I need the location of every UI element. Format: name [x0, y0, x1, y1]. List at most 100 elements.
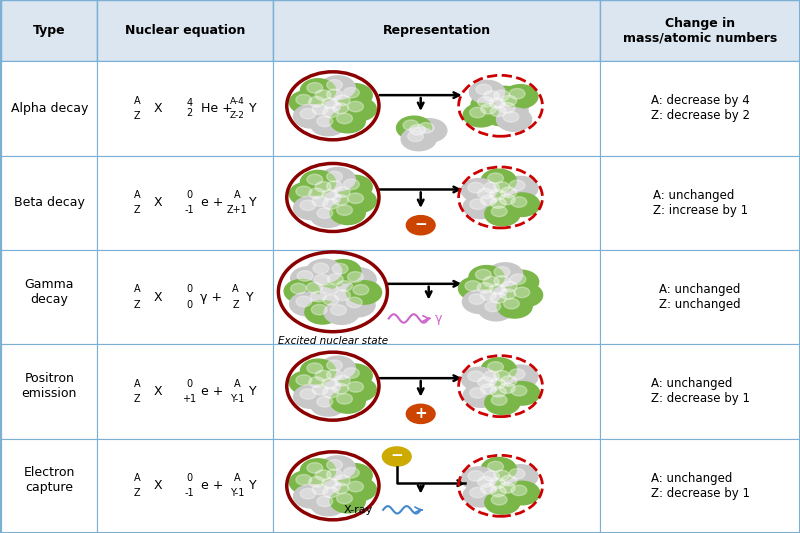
- Circle shape: [462, 467, 497, 490]
- Circle shape: [491, 495, 507, 505]
- Bar: [2, 250, 98, 344]
- Circle shape: [490, 486, 506, 497]
- Circle shape: [322, 378, 338, 389]
- Circle shape: [315, 182, 331, 192]
- Circle shape: [300, 200, 316, 211]
- Circle shape: [306, 100, 341, 124]
- Circle shape: [315, 94, 350, 118]
- Circle shape: [305, 301, 340, 324]
- Circle shape: [471, 473, 506, 496]
- Text: 0: 0: [186, 473, 192, 483]
- Circle shape: [483, 186, 518, 209]
- Circle shape: [462, 179, 497, 202]
- Text: Excited nuclear state: Excited nuclear state: [278, 336, 388, 345]
- Text: -1: -1: [184, 205, 194, 215]
- Bar: [98, 250, 273, 344]
- Circle shape: [462, 367, 497, 391]
- Circle shape: [478, 377, 494, 387]
- Circle shape: [510, 274, 526, 285]
- Text: Nuclear equation: Nuclear equation: [125, 24, 246, 37]
- Circle shape: [478, 96, 494, 107]
- Circle shape: [481, 483, 497, 494]
- Circle shape: [333, 483, 349, 494]
- Circle shape: [475, 269, 491, 280]
- Circle shape: [334, 95, 350, 106]
- Circle shape: [342, 478, 376, 501]
- Circle shape: [481, 169, 516, 192]
- Bar: [98, 156, 273, 250]
- Circle shape: [487, 367, 522, 390]
- Circle shape: [481, 384, 497, 394]
- Text: -1: -1: [184, 488, 194, 498]
- Circle shape: [481, 195, 497, 206]
- Circle shape: [296, 375, 312, 385]
- Text: Z: Z: [134, 394, 141, 404]
- Circle shape: [320, 76, 355, 99]
- Circle shape: [510, 469, 525, 479]
- Circle shape: [302, 373, 338, 397]
- Circle shape: [300, 389, 316, 399]
- Circle shape: [501, 376, 517, 386]
- Text: Y-1: Y-1: [230, 394, 244, 404]
- Text: Gamma
decay: Gamma decay: [25, 278, 74, 306]
- Text: A: decrease by 4
Z: decrease by 2: A: decrease by 4 Z: decrease by 2: [650, 94, 750, 123]
- Circle shape: [410, 125, 426, 135]
- Circle shape: [502, 365, 538, 389]
- Circle shape: [342, 98, 376, 121]
- Circle shape: [296, 474, 312, 485]
- Circle shape: [341, 268, 376, 291]
- Circle shape: [337, 84, 372, 107]
- Circle shape: [348, 382, 363, 392]
- Circle shape: [316, 483, 351, 507]
- Circle shape: [477, 87, 512, 110]
- Circle shape: [477, 282, 493, 293]
- Bar: [273, 439, 600, 533]
- Circle shape: [406, 215, 435, 235]
- Circle shape: [301, 79, 335, 102]
- Circle shape: [322, 199, 338, 209]
- Text: A: A: [134, 379, 141, 389]
- Circle shape: [302, 473, 338, 496]
- Circle shape: [353, 285, 369, 295]
- Circle shape: [330, 390, 366, 413]
- Circle shape: [465, 281, 481, 291]
- Text: Y: Y: [249, 385, 257, 398]
- Circle shape: [309, 177, 344, 201]
- Circle shape: [485, 203, 520, 226]
- Circle shape: [320, 366, 355, 389]
- Circle shape: [505, 193, 540, 216]
- Circle shape: [408, 131, 423, 142]
- Bar: [600, 344, 800, 439]
- Circle shape: [499, 482, 515, 493]
- Circle shape: [337, 205, 353, 215]
- Circle shape: [412, 119, 447, 142]
- Text: γ +: γ +: [199, 290, 222, 304]
- Text: A: A: [134, 473, 141, 483]
- Circle shape: [333, 103, 349, 114]
- Circle shape: [503, 270, 538, 294]
- Bar: [2, 344, 98, 439]
- Circle shape: [343, 179, 359, 190]
- Circle shape: [328, 372, 363, 395]
- Circle shape: [510, 88, 525, 99]
- Text: Type: Type: [33, 24, 66, 37]
- Circle shape: [463, 195, 498, 219]
- Circle shape: [481, 457, 516, 481]
- Circle shape: [315, 474, 350, 498]
- Text: X: X: [154, 385, 162, 398]
- Text: Representation: Representation: [382, 24, 490, 37]
- Circle shape: [294, 484, 329, 508]
- Circle shape: [474, 480, 510, 503]
- Circle shape: [505, 382, 540, 405]
- Circle shape: [502, 176, 538, 200]
- Circle shape: [511, 485, 527, 496]
- Bar: [273, 0, 600, 61]
- Circle shape: [322, 478, 338, 488]
- Bar: [2, 0, 98, 61]
- Text: Y: Y: [246, 290, 254, 304]
- Circle shape: [328, 91, 363, 115]
- Circle shape: [488, 173, 503, 183]
- Circle shape: [511, 385, 527, 396]
- Circle shape: [490, 386, 506, 397]
- Circle shape: [290, 267, 326, 290]
